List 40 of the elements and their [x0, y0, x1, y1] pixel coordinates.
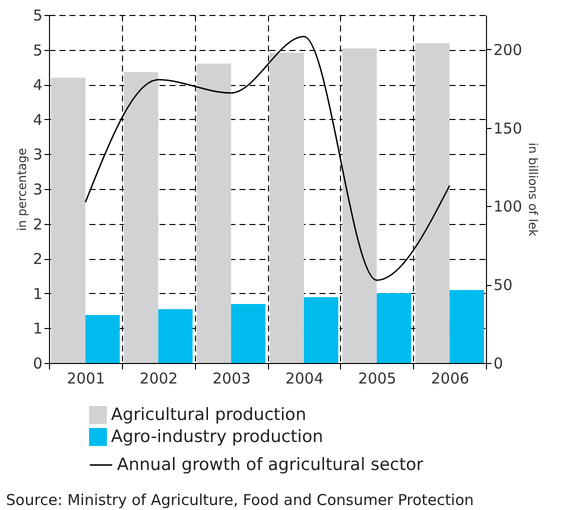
bar [158, 309, 193, 363]
y-tick-label: 4 [32, 110, 42, 129]
y2-tick-label: 50 [494, 276, 513, 294]
source-note: Source: Ministry of Agriculture, Food and Consumer Protection [6, 491, 474, 509]
bar [85, 315, 120, 363]
legend-label: Agro-industry production [111, 427, 324, 447]
bar [124, 72, 158, 363]
y2-tick-label: 200 [494, 40, 522, 59]
x-tick-label: 2001 [66, 370, 106, 388]
y-tick-label: 3 [32, 180, 42, 198]
y-tick-label: 1 [32, 284, 42, 303]
x-tick-label: 2002 [140, 370, 178, 388]
y2-tick-label: 0 [494, 354, 504, 372]
y-tick-label: 3 [32, 146, 42, 164]
bar [304, 297, 338, 363]
bar [231, 304, 266, 363]
bar [270, 52, 304, 363]
y-tick-label: 1 [32, 320, 42, 338]
bar [51, 78, 86, 363]
y-tick-label: 5 [32, 6, 42, 24]
bar [415, 43, 450, 363]
x-tick-label: 2005 [358, 370, 396, 388]
y2-tick-label: 150 [494, 119, 522, 138]
y2-axis-title: in billions of lek [526, 142, 540, 236]
bar [376, 293, 412, 363]
legend-label: Annual growth of agricultural sector [117, 455, 424, 475]
bar [196, 64, 232, 363]
y-tick-label: 2 [32, 250, 42, 268]
y-axis-title: in percentage [14, 148, 29, 232]
x-tick-label: 2003 [212, 370, 251, 388]
legend-label: Agricultural production [111, 405, 306, 425]
x-tick-label: 2004 [285, 370, 324, 388]
y-tick-label: 2 [32, 215, 42, 234]
x-tick-label: 2006 [430, 370, 470, 388]
y2-tick-label: 100 [494, 198, 522, 216]
y-tick-label: 5 [32, 41, 42, 60]
bar [450, 290, 484, 363]
y-tick-label: 0 [32, 354, 42, 372]
bar [342, 48, 377, 363]
y-tick-label: 4 [32, 76, 42, 94]
